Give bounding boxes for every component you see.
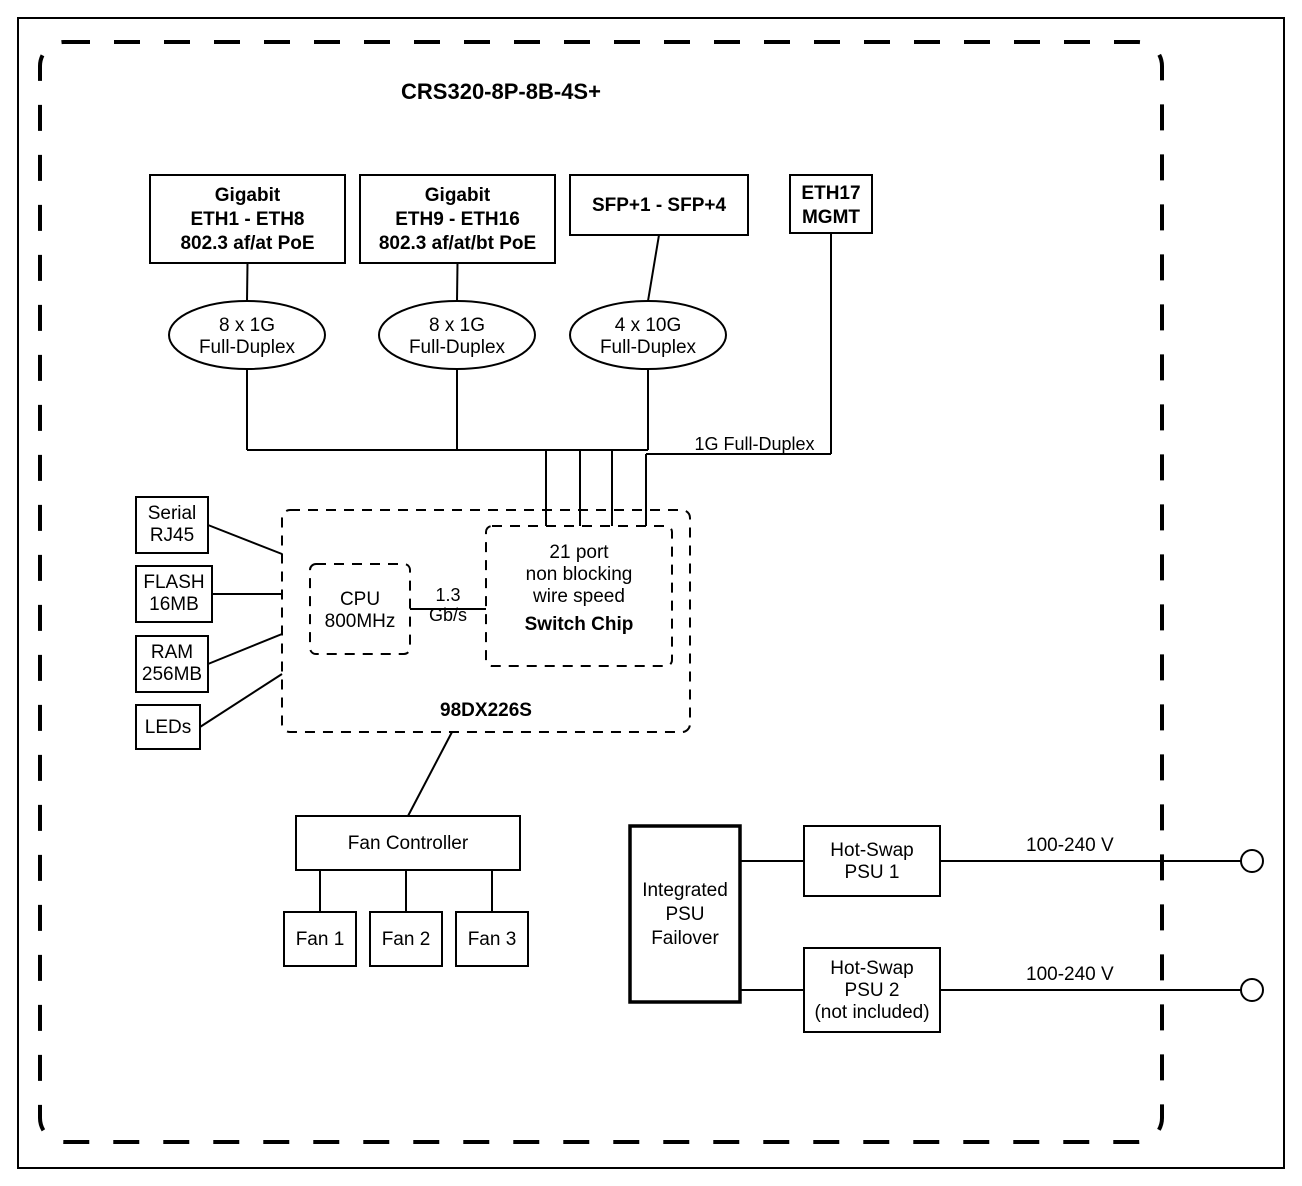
psu-failover-label: PSU [665, 904, 704, 925]
conn-p2-e2 [457, 263, 458, 301]
periph-1-label: FLASH [143, 572, 204, 593]
ellipse-e1-label: 8 x 1G [219, 315, 275, 336]
cpu-chip-label: Gb/s [429, 605, 467, 625]
switch-chip-text: wire speed [532, 586, 625, 607]
fan-0-label: Fan 1 [296, 929, 345, 950]
port-eth9_16-label: Gigabit [425, 185, 491, 206]
psu-psu1-label: PSU 1 [845, 862, 900, 883]
fan-2-label: Fan 3 [468, 929, 517, 950]
fan-1-label: Fan 2 [382, 929, 431, 950]
cpu-chip-label: 1.3 [435, 585, 460, 605]
port-eth1_8-label: ETH1 - ETH8 [190, 209, 304, 230]
port-mgmt-label: ETH17 [801, 183, 860, 204]
ellipse-e1-label: Full-Duplex [199, 337, 296, 358]
mgmt-link-label: 1G Full-Duplex [694, 434, 814, 454]
port-eth9_16-label: 802.3 af/at/bt PoE [379, 233, 536, 254]
port-sfp-label: SFP+1 - SFP+4 [592, 195, 727, 216]
cpu-label: CPU [340, 589, 380, 610]
switch-chip-text: 21 port [549, 542, 609, 563]
diagram-title: CRS320-8P-8B-4S+ [401, 79, 601, 104]
port-eth9_16-label: ETH9 - ETH16 [395, 209, 520, 230]
plug-psu1 [1241, 850, 1263, 872]
cpu-label: 800MHz [325, 611, 396, 632]
ellipse-e3-label: Full-Duplex [600, 337, 697, 358]
ellipse-e3-label: 4 x 10G [615, 315, 682, 336]
switch-chip-text: non blocking [526, 564, 633, 585]
periph-0-label: Serial [148, 503, 197, 524]
ellipse-e2-label: 8 x 1G [429, 315, 485, 336]
port-eth1_8-label: Gigabit [215, 185, 281, 206]
periph-0-label: RJ45 [150, 525, 194, 546]
ellipse-e2-label: Full-Duplex [409, 337, 506, 358]
psu-failover-label: Failover [651, 928, 719, 949]
periph-1-label: 16MB [149, 594, 199, 615]
periph-2-label: 256MB [142, 664, 202, 685]
conn-p1-e1 [247, 263, 248, 301]
asic-label: 98DX226S [440, 700, 532, 721]
plug-psu2 [1241, 979, 1263, 1001]
psu-failover-label: Integrated [642, 880, 728, 901]
voltage-psu1: 100-240 V [1026, 835, 1114, 856]
port-eth1_8-label: 802.3 af/at PoE [180, 233, 314, 254]
voltage-psu2: 100-240 V [1026, 964, 1114, 985]
psu-psu1 [804, 826, 940, 896]
psu-psu2-label: PSU 2 [845, 980, 900, 1001]
periph-3-label: LEDs [145, 717, 191, 738]
port-mgmt-label: MGMT [802, 207, 860, 228]
psu-psu1-label: Hot-Swap [830, 840, 913, 861]
periph-2-label: RAM [151, 642, 193, 663]
fan-controller-label: Fan Controller [348, 833, 469, 854]
switch-chip-bold: Switch Chip [525, 614, 634, 635]
psu-psu2-label: Hot-Swap [830, 958, 913, 979]
psu-psu2-label: (not included) [814, 1002, 929, 1023]
